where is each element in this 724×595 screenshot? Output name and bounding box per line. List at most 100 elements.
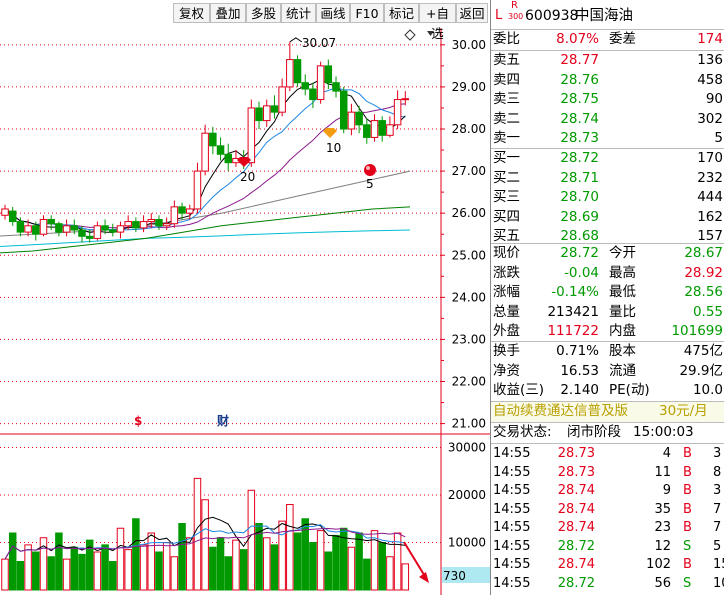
toolbar-button-5[interactable]: 画线	[316, 3, 350, 23]
ask-label: 卖五	[493, 52, 520, 68]
bid-label: 买五	[493, 228, 520, 245]
candle-body	[178, 206, 186, 214]
fund-value: 10.0	[692, 382, 723, 399]
r-sub-mark: 300	[508, 12, 524, 21]
trade-row: 14:55 28.74 23 B 7	[491, 519, 724, 537]
marker-label: 20	[240, 170, 255, 184]
fund-row: 净资 16.53 流通 29.9亿	[491, 362, 724, 382]
bid-row[interactable]: 买二 28.71 232	[491, 169, 724, 189]
price-tick-label: 28.00	[452, 122, 486, 136]
stat-value: -0.14%	[551, 284, 599, 301]
volume-bar	[162, 542, 171, 591]
volume-bar	[255, 523, 263, 591]
toolbar-button-6[interactable]: F10	[350, 3, 384, 23]
volume-tick-label: 20000	[448, 488, 486, 502]
trade-row: 14:55 28.74 35 B 7	[491, 501, 724, 519]
ask-price: 28.76	[560, 71, 599, 88]
toolbar-button-7[interactable]: 标记	[384, 3, 419, 23]
trade-row: 14:55 28.72 12 S 5	[491, 538, 724, 556]
ask-row[interactable]: 卖二 28.74 302	[491, 110, 724, 130]
stat-value: 28.72	[560, 245, 599, 261]
price-tick-label: 29.00	[452, 80, 486, 94]
volume-bar	[370, 530, 379, 591]
bid-row[interactable]: 买五 28.68 157	[491, 227, 724, 247]
bid-row[interactable]: 买三 28.70 444	[491, 188, 724, 208]
marker-label: 5	[366, 177, 374, 191]
ask-price: 28.73	[560, 130, 599, 147]
bid-price: 28.72	[560, 150, 599, 166]
ask-label: 卖四	[493, 71, 520, 88]
volume-bar	[78, 553, 86, 591]
volume-bar	[39, 537, 48, 591]
toolbar-button-3[interactable]: 多股	[246, 3, 281, 23]
toolbar-button-9[interactable]: 返回	[456, 3, 488, 23]
divider	[491, 341, 724, 342]
kline-chart-area[interactable]: 30.00 29.00 28.00 27.00 26.00 25.00 24.00 23.00…	[0, 0, 490, 595]
volume-bar	[316, 530, 325, 591]
candle-body	[293, 59, 302, 84]
bid-price: 28.69	[560, 208, 599, 225]
status-state: 闭市阶段	[567, 424, 621, 440]
volume-bar	[270, 544, 279, 591]
volume-bar	[93, 551, 102, 591]
ask-row[interactable]: 卖三 28.75 90	[491, 90, 724, 110]
stat-value: 28.92	[684, 264, 723, 281]
trade-row: 14:55 28.74 102 B 15	[491, 556, 724, 574]
ask-volume: 458	[697, 71, 723, 88]
stat-value: 111722	[547, 323, 599, 340]
candle-body	[247, 107, 256, 164]
toolbar-button-1[interactable]: 复权	[173, 3, 210, 23]
bid-row[interactable]: 买四 28.69 162	[491, 208, 724, 228]
stock-name: 中国海油	[575, 8, 633, 24]
bid-label: 买三	[493, 189, 520, 206]
ask-volume: 90	[705, 91, 723, 108]
ask-row[interactable]: 卖一 28.73 5	[491, 129, 724, 149]
candle-body	[363, 124, 371, 138]
ask-price: 28.74	[560, 110, 599, 127]
kline-chart-svg[interactable]: 30.00 29.00 28.00 27.00 26.00 25.00 24.00 23.00…	[0, 0, 490, 595]
stat-label: 外盘	[493, 323, 520, 340]
trade-count: 8	[713, 464, 722, 480]
candle-body	[286, 59, 294, 88]
weidiff-label: 委差	[609, 31, 636, 47]
ma250-line	[0, 229, 411, 248]
candle-body	[39, 218, 48, 235]
candle-body	[124, 221, 132, 227]
candle-body	[332, 82, 340, 92]
fund-value: 16.53	[560, 362, 599, 379]
toolbar-button-4[interactable]: 统计	[281, 3, 316, 23]
stat-row: 外盘 111722 内盘 101699	[491, 322, 724, 342]
diamond-icon	[237, 157, 251, 167]
price-tick-label: 21.00	[452, 417, 486, 431]
fund-row: 收益(三) 2.140 PE(动) 10.0	[491, 381, 724, 401]
volume-bar	[239, 549, 248, 591]
status-time: 15:00:03	[633, 424, 694, 440]
trade-volume: 56	[654, 575, 671, 591]
toolbar-button-2[interactable]: 叠加	[210, 3, 246, 23]
ask-volume: 136	[697, 52, 723, 68]
trade-count: 7	[713, 501, 722, 517]
bid-row[interactable]: 买一 28.72 170	[491, 149, 724, 169]
stat-label: 总量	[493, 303, 520, 320]
candle-body	[16, 221, 25, 233]
candle-body	[370, 120, 379, 138]
stat-row: 涨跌 -0.04 最高 28.92	[491, 264, 724, 284]
quote-header: L R 300 600938 中国海油	[491, 0, 724, 28]
candle-body	[85, 235, 94, 239]
dropdown-triangle-icon	[427, 31, 434, 36]
trade-count: 15	[713, 557, 724, 572]
trade-volume: 11	[654, 464, 671, 480]
ask-row[interactable]: 卖四 28.76 458	[491, 71, 724, 91]
trade-side: B	[683, 501, 692, 517]
price-tick-label: 24.00	[452, 290, 486, 304]
divider	[491, 50, 724, 51]
ask-row[interactable]: 卖五 28.77 136	[491, 51, 724, 71]
volume-bar	[147, 532, 156, 591]
trade-volume: 23	[654, 520, 671, 535]
promo-row[interactable]: 自动续费通达信普及版 30元/月	[491, 402, 724, 422]
candle-body	[355, 111, 363, 126]
volume-bar	[301, 518, 309, 591]
trade-count: 7	[713, 520, 722, 535]
toolbar-button-8[interactable]: +自选	[419, 3, 456, 41]
volume-ma5-line	[4, 516, 406, 560]
